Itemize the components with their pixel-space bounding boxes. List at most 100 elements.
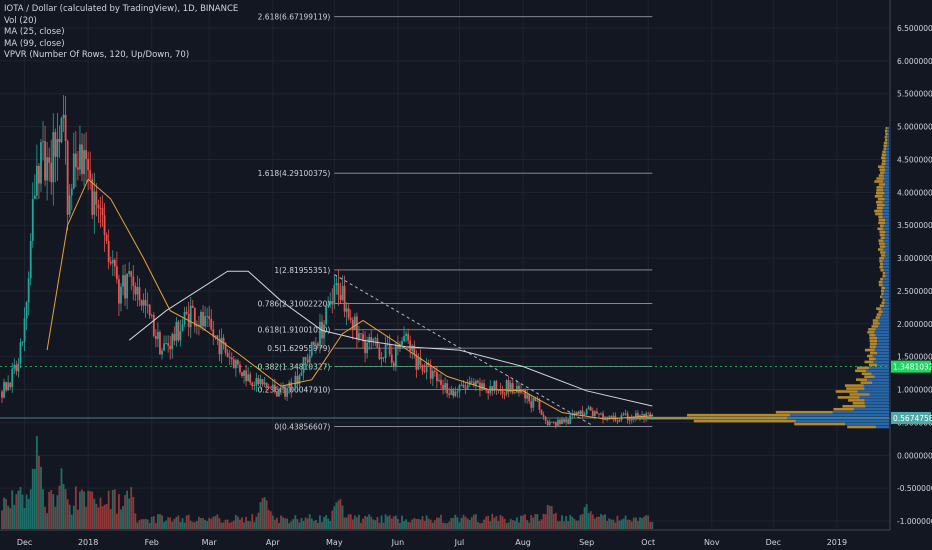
volume-bar [628, 519, 631, 529]
price-tag-box [891, 360, 931, 373]
volume-bar [60, 468, 63, 529]
vpvr-row-down [879, 168, 886, 171]
volume-bar [532, 517, 535, 529]
vpvr-row-down [693, 419, 796, 423]
candle-body [216, 335, 219, 340]
candle-body [241, 372, 243, 377]
candle-body [374, 338, 377, 339]
vpvr-row-up [864, 402, 889, 405]
vpvr-row-down [844, 384, 864, 387]
vpvr-row-down [869, 351, 878, 355]
vpvr-row-down [869, 336, 878, 340]
volume-bar [542, 513, 545, 529]
candle-body [212, 329, 215, 337]
candle-body [319, 321, 321, 346]
volume-bar [109, 509, 112, 529]
y-tick-label: 2.00000000 [897, 320, 932, 329]
vpvr-row-up [883, 289, 889, 293]
candle-body [237, 360, 239, 365]
candle-body [74, 153, 77, 168]
volume-bar [314, 519, 317, 529]
vpvr-row-up [884, 301, 889, 305]
vpvr-row-up [884, 203, 889, 207]
volume-bar [103, 504, 106, 529]
vpvr-row-up [883, 239, 889, 242]
candle-body [327, 304, 330, 307]
volume-bar [44, 506, 46, 529]
vpvr-row-up [876, 342, 889, 346]
volume-bar [583, 507, 586, 529]
candle-body [134, 285, 137, 295]
indicator-vol[interactable]: Vol (20) [4, 15, 37, 26]
vpvr-row-up [875, 357, 889, 361]
vpvr-row-up [887, 129, 889, 133]
candle-body [62, 114, 65, 119]
indicator-vpvr[interactable]: VPVR (Number Of Rows, 120, Up/Down, 70) [4, 50, 190, 60]
candle-body [142, 300, 145, 306]
vpvr-row-up [886, 144, 889, 148]
candle-body [628, 420, 631, 421]
candle-body [173, 333, 176, 341]
vpvr-row-up [885, 251, 889, 254]
indicator-ma99[interactable]: MA (99, close) [4, 38, 65, 49]
vpvr-row-up [885, 156, 889, 160]
candle-body [107, 240, 110, 262]
vpvr-row-down [885, 126, 888, 130]
vpvr-row-down [884, 135, 887, 139]
vpvr-row-down [882, 150, 886, 154]
candle-body [384, 344, 387, 358]
volume-bar [200, 518, 202, 529]
volume-bar [23, 507, 26, 529]
candle-body [401, 341, 403, 345]
candle-body [101, 208, 104, 216]
volume-bar [637, 520, 639, 529]
chart-title[interactable]: IOTA / Dollar (calculated by TradingView… [4, 4, 239, 14]
volume-bar [226, 519, 229, 529]
volume-bar [198, 516, 200, 529]
y-tick-label: 6.00000000 [897, 57, 932, 66]
candle-body [48, 157, 51, 163]
volume-bar [610, 519, 613, 529]
volume-bar [618, 520, 621, 529]
candle-body [169, 345, 172, 350]
candle-body [171, 333, 174, 350]
candle-body [368, 336, 371, 343]
vpvr-row-up [845, 422, 889, 426]
volume-bar [353, 515, 356, 529]
candle-body [284, 386, 286, 397]
volume-bar [183, 522, 186, 529]
volume-bar [604, 514, 606, 529]
vpvr-row-down [869, 345, 876, 349]
volume-bar [105, 504, 108, 529]
volume-bar [243, 522, 245, 529]
indicator-ma25[interactable]: MA (25, close) [4, 27, 65, 37]
vpvr-row-up [882, 200, 889, 204]
vpvr-row-down [867, 331, 875, 334]
volume-bar [312, 521, 315, 529]
candle-body [366, 342, 369, 353]
trendline[interactable] [334, 274, 594, 427]
candle-body [208, 316, 211, 319]
volume-bar [310, 518, 313, 529]
volume-bar [466, 518, 469, 529]
volume-bar [97, 507, 100, 529]
candle-body [265, 382, 268, 387]
candle-body [456, 391, 459, 393]
volume-bar [204, 519, 206, 529]
candle-body [563, 419, 565, 423]
vpvr-row-down [848, 399, 865, 402]
price-tag-box [891, 411, 931, 424]
y-tick-label: 4.00000000 [897, 188, 932, 197]
volume-bar [282, 517, 284, 529]
volume-bar [140, 519, 143, 529]
volume-bar [483, 519, 485, 529]
candle-body [485, 389, 488, 391]
volume-bar [528, 522, 531, 529]
volume-bar [608, 518, 611, 529]
candle-body [288, 382, 291, 388]
volume-bar [419, 519, 422, 529]
candle-body [440, 379, 442, 385]
vpvr-row-up [874, 375, 889, 379]
volume-bar [651, 521, 654, 529]
